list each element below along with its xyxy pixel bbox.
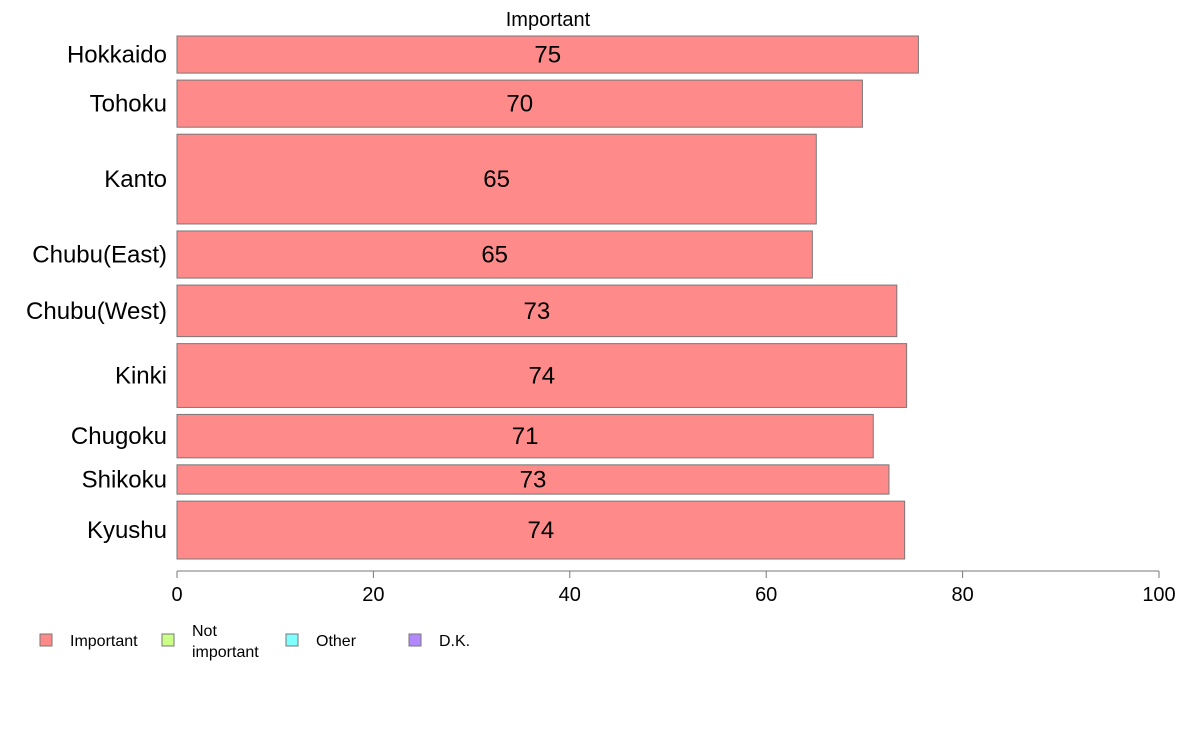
x-tick-label: 40 bbox=[559, 584, 581, 606]
x-axis: 0 20 40 60 80 100 bbox=[171, 570, 1176, 606]
category-label: Kinki bbox=[115, 363, 167, 390]
legend-label: Important bbox=[70, 633, 138, 650]
bar-value-label: 75 bbox=[534, 42, 561, 69]
chart-title: Important bbox=[506, 9, 591, 31]
legend-label: D.K. bbox=[439, 633, 470, 650]
bar bbox=[176, 35, 919, 74]
bar-value-label: 73 bbox=[520, 466, 547, 493]
legend-label: Other bbox=[316, 633, 357, 650]
bar bbox=[176, 343, 908, 408]
bar-value-label: 73 bbox=[524, 298, 551, 325]
category-labels: Hokkaido Tohoku Kanto Chubu(East) Chubu(West… bbox=[26, 42, 167, 545]
category-label: Kyushu bbox=[87, 517, 167, 544]
bar-value-label: 65 bbox=[481, 242, 508, 269]
bar bbox=[176, 230, 813, 279]
bar-value-label: 74 bbox=[527, 517, 554, 544]
legend-label: Not important bbox=[192, 623, 259, 661]
legend-swatch bbox=[285, 633, 299, 647]
category-label: Chubu(West) bbox=[26, 298, 167, 325]
bar bbox=[176, 413, 874, 459]
category-label: Chugoku bbox=[71, 423, 167, 450]
category-label: Chubu(East) bbox=[32, 242, 167, 269]
legend-swatch bbox=[408, 633, 422, 647]
bar bbox=[176, 500, 906, 560]
category-label: Kanto bbox=[104, 166, 167, 193]
x-tick-label: 20 bbox=[362, 584, 384, 606]
bar bbox=[176, 79, 863, 128]
bar-value-label: 71 bbox=[512, 423, 539, 450]
x-tick-label: 0 bbox=[171, 584, 182, 606]
bar-value-label: 65 bbox=[483, 166, 510, 193]
legend: Important Not important Other D.K. bbox=[39, 623, 470, 661]
x-tick-label: 60 bbox=[755, 584, 777, 606]
category-label: Shikoku bbox=[82, 466, 167, 493]
x-tick-label: 80 bbox=[951, 584, 973, 606]
category-label: Tohoku bbox=[90, 91, 167, 118]
bar-value-label: 70 bbox=[506, 91, 533, 118]
bar-value-label: 74 bbox=[528, 363, 555, 390]
legend-swatch bbox=[39, 633, 53, 647]
bar bbox=[176, 133, 817, 225]
bar bbox=[176, 464, 890, 495]
x-tick-label: 100 bbox=[1142, 584, 1175, 606]
category-label: Hokkaido bbox=[67, 42, 167, 69]
bar bbox=[176, 284, 898, 338]
legend-swatch bbox=[161, 633, 175, 647]
